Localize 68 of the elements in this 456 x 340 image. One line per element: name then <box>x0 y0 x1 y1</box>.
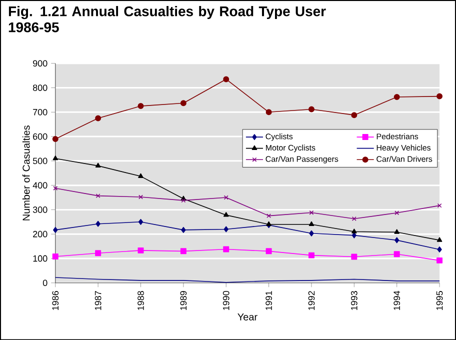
x-tick-label: 1995 <box>436 290 443 310</box>
x-tick-label: 1988 <box>138 290 144 310</box>
point <box>436 237 442 242</box>
point <box>224 226 228 232</box>
point <box>308 106 314 112</box>
point <box>394 250 400 257</box>
point <box>266 213 272 218</box>
point <box>138 102 144 109</box>
point <box>95 250 102 256</box>
y-tick-label: 200 <box>33 230 48 238</box>
point <box>96 220 100 227</box>
point <box>224 195 228 200</box>
point <box>436 257 443 264</box>
point <box>95 162 101 168</box>
point <box>351 112 358 118</box>
point <box>308 221 314 226</box>
point <box>180 100 186 106</box>
point <box>181 198 186 203</box>
point <box>223 76 230 82</box>
point <box>52 253 58 260</box>
point <box>181 226 186 233</box>
x-tick-label: 1991 <box>266 290 272 310</box>
x-tick-label: 1993 <box>350 290 358 310</box>
point <box>96 193 100 198</box>
y-tick-label: 900 <box>33 60 48 66</box>
y-tick-label: 600 <box>33 133 48 140</box>
x-tick-label: 1986 <box>52 290 59 310</box>
point <box>52 136 58 142</box>
x-tick-label: 1992 <box>308 290 315 310</box>
line-series <box>53 186 442 221</box>
point <box>180 248 186 254</box>
x-tick-label: 1989 <box>180 290 187 310</box>
point <box>437 246 442 252</box>
point <box>52 155 58 160</box>
y-axis-title: Number of Casualties <box>22 125 30 220</box>
point <box>138 247 144 254</box>
point <box>308 252 314 258</box>
x-tick-label: 1987 <box>94 290 102 310</box>
chart-title: Fig. 1.21 Annual Casualties by Road Type User 1986-95 <box>8 6 326 32</box>
point <box>394 229 400 234</box>
point <box>309 210 314 215</box>
point <box>436 93 443 100</box>
point <box>351 254 358 260</box>
point <box>223 246 230 252</box>
x-axis-title: Year <box>238 313 258 320</box>
point <box>394 210 400 215</box>
y-tick-label: 400 <box>32 182 48 188</box>
point <box>352 216 356 221</box>
y-tick-label: 500 <box>32 158 48 164</box>
x-tick-label: 1990 <box>222 290 230 310</box>
point <box>138 194 143 200</box>
y-tick-label: 800 <box>33 84 48 91</box>
y-tick-label: 100 <box>33 255 48 262</box>
point <box>309 230 314 236</box>
x-tick-label: 1994 <box>394 290 400 310</box>
point <box>394 237 400 244</box>
point <box>266 248 272 254</box>
y-tick-label: 700 <box>33 108 48 116</box>
point <box>53 226 58 233</box>
point <box>95 115 102 122</box>
y-tick-label: 0 <box>42 280 48 286</box>
point <box>352 228 357 234</box>
point <box>138 218 144 225</box>
point <box>223 212 229 217</box>
y-tick-label: 300 <box>32 206 48 213</box>
point <box>394 94 400 100</box>
point <box>266 109 272 116</box>
point <box>138 173 144 178</box>
